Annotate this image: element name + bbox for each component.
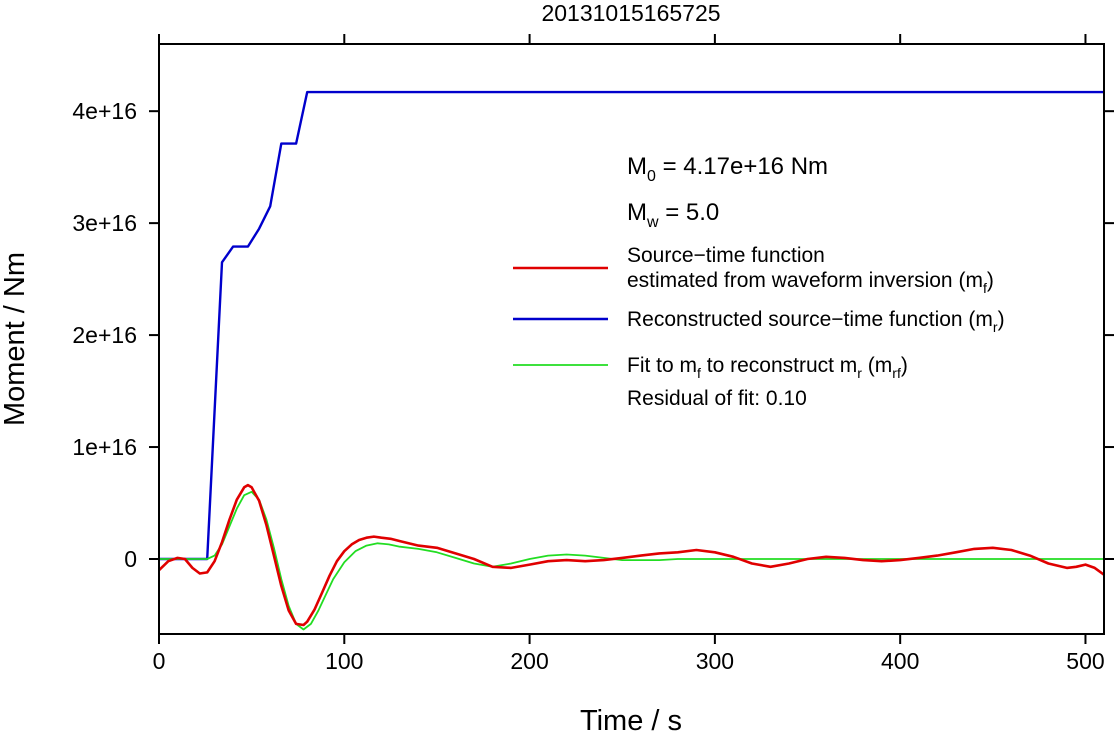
y-tick-label: 0 (124, 546, 137, 572)
y-tick-label: 4e+16 (72, 98, 137, 124)
x-axis-label: Time / s (580, 705, 682, 734)
annotation-layer: M0 = 4.17e+16 Nm Mw = 5.0 (627, 153, 828, 231)
x-tick-label: 300 (696, 648, 734, 674)
legend-label-1: Reconstructed source−time function (mr) (627, 308, 1005, 335)
x-tick-label: 200 (510, 648, 548, 674)
legend-label-0: estimated from waveform inversion (mf) (627, 269, 994, 296)
x-tick-label: 400 (881, 648, 919, 674)
legend-label-0: Source−time function (627, 244, 825, 267)
y-tick-label: 1e+16 (72, 434, 137, 460)
x-tick-label: 100 (325, 648, 363, 674)
series-line-2 (159, 490, 1104, 631)
axis-layer: 0 100 200 300 400 500 0 1e+16 2e+16 3e+16 4e+16 (72, 34, 1114, 674)
y-tick-label: 2e+16 (72, 322, 137, 348)
m0-annotation: M0 = 4.17e+16 Nm (627, 153, 828, 185)
chart-title: 20131015165725 (541, 0, 720, 26)
series-layer (159, 90, 1104, 631)
plot-frame (158, 43, 1105, 635)
y-tick-label: 3e+16 (72, 210, 137, 236)
series-line-0 (159, 483, 1104, 627)
x-tick-label: 0 (153, 648, 166, 674)
x-tick-label: 500 (1066, 648, 1104, 674)
legend-label-2: Fit to mf to reconstruct mr (mrf) (627, 354, 908, 381)
residual-annotation: Residual of fit: 0.10 (627, 387, 807, 410)
series-line-1 (159, 90, 1104, 561)
y-axis-label: Moment / Nm (0, 252, 31, 426)
mw-annotation: Mw = 5.0 (627, 199, 719, 231)
